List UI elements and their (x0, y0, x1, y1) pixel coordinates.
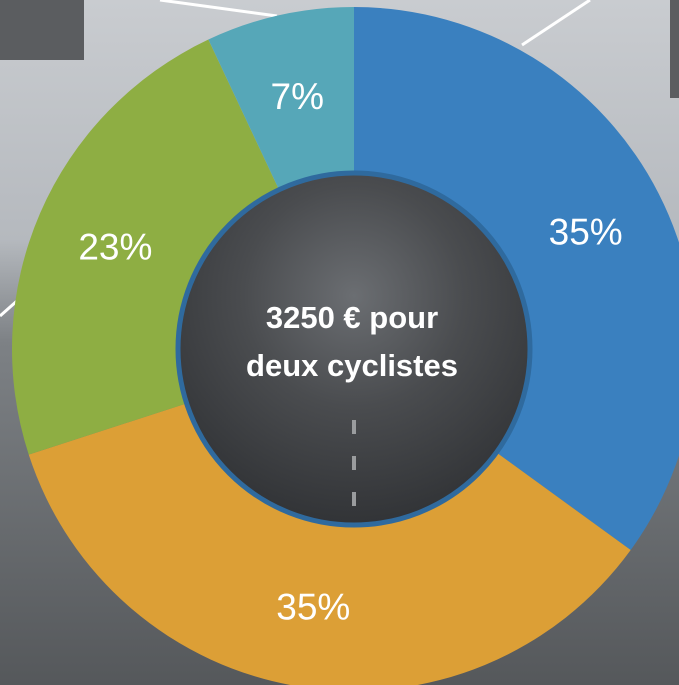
chart: 3250 € pour deux cyclistes 35% 35% 23% 7% (0, 0, 679, 685)
center-text: 3250 € pour (266, 300, 438, 335)
data-label: 7% (271, 76, 324, 117)
page: 3250 € pour deux cyclistes 35%35%23%7% (… (0, 0, 679, 685)
data-label: 35% (276, 587, 350, 628)
background-panel (670, 0, 679, 98)
background-panel (0, 0, 84, 60)
data-label: 23% (78, 227, 152, 268)
center-text: deux cyclistes (246, 348, 458, 383)
data-label: 35% (549, 212, 623, 253)
